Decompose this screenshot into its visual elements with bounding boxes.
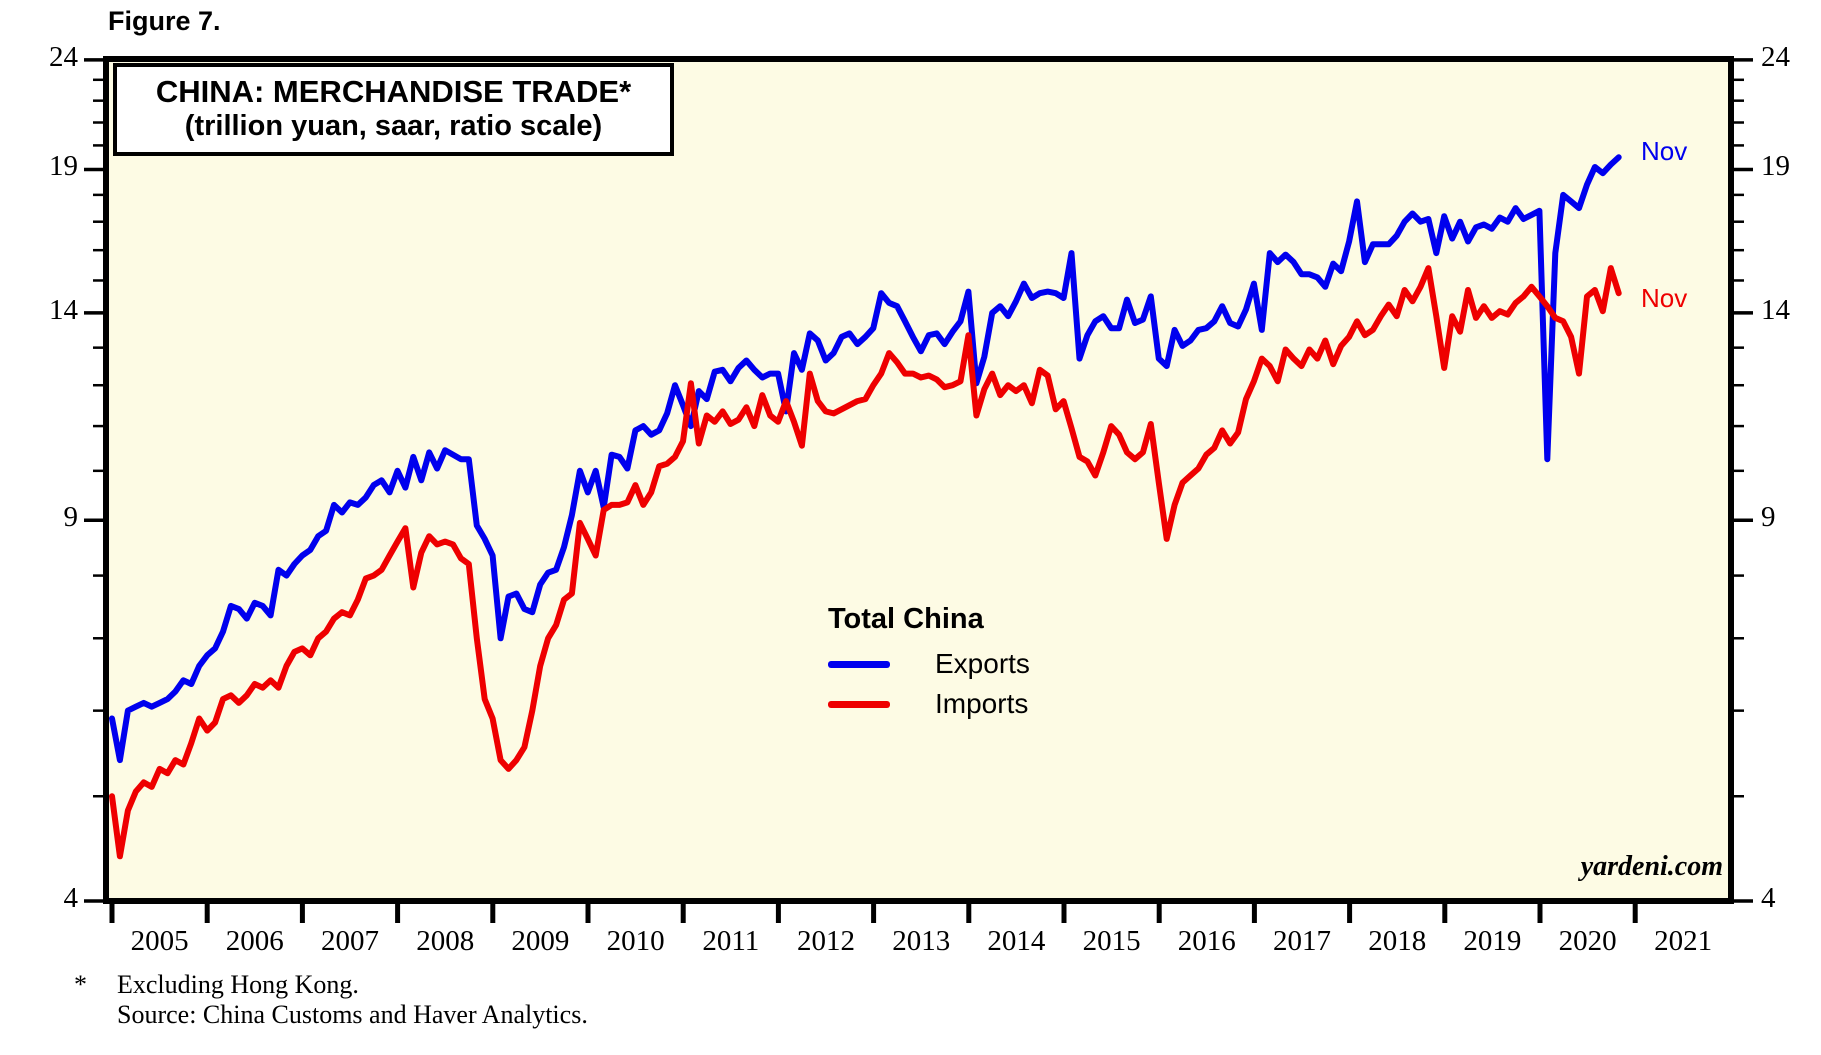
- y-axis-label-left-4: 4: [63, 882, 79, 914]
- legend-item-exports: Exports: [828, 644, 1030, 684]
- imports-line-swatch: [828, 700, 890, 708]
- chart-title: CHINA: MERCHANDISE TRADE*: [155, 74, 632, 109]
- x-axis-label-2015: 2015: [1082, 925, 1141, 957]
- x-axis-label-2010: 2010: [606, 925, 665, 957]
- plot-frame: [103, 56, 1734, 904]
- y-axis-label-right-4: 4: [1761, 882, 1776, 914]
- legend-label-exports: Exports: [935, 648, 1030, 679]
- x-axis-label-2005: 2005: [130, 925, 189, 957]
- footnote-marker: *: [74, 970, 87, 999]
- y-axis-label-left-9: 9: [63, 501, 79, 534]
- x-axis-label-2016: 2016: [1177, 925, 1236, 957]
- chart-title-box: CHINA: MERCHANDISE TRADE* (trillion yuan…: [113, 63, 674, 156]
- footnote-line1: Excluding Hong Kong.: [117, 970, 359, 999]
- y-axis-label-left-24: 24: [49, 40, 78, 73]
- y-axis-label-right-14: 14: [1761, 293, 1790, 326]
- x-axis-label-2008: 2008: [416, 925, 475, 957]
- x-axis-label-2009: 2009: [511, 925, 570, 957]
- y-axis-label-right-9: 9: [1761, 501, 1776, 534]
- exports-line-swatch: [828, 660, 890, 668]
- imports-line: [109, 265, 1622, 860]
- chart-subtitle: (trillion yuan, saar, ratio scale): [184, 110, 603, 142]
- x-axis-label-2019: 2019: [1463, 925, 1522, 957]
- x-axis-label-2014: 2014: [987, 925, 1046, 957]
- x-axis-label-2011: 2011: [702, 925, 760, 957]
- figure-label: Figure 7.: [108, 6, 221, 36]
- x-axis-label-2006: 2006: [225, 925, 284, 957]
- footnote: * Excluding Hong Kong. Source: China Cus…: [74, 970, 588, 1030]
- y-axis-label-right-24: 24: [1761, 40, 1790, 73]
- x-axis-label-2018: 2018: [1368, 925, 1427, 957]
- x-axis-label-2021: 2021: [1654, 925, 1713, 957]
- y-axis-label-right-19: 19: [1761, 150, 1790, 183]
- x-axis-label-2007: 2007: [321, 925, 379, 957]
- legend-label-imports: Imports: [935, 688, 1029, 719]
- legend-title: Total China: [828, 603, 984, 635]
- x-axis-label-2013: 2013: [892, 925, 951, 957]
- exports-line: [109, 154, 1622, 764]
- y-axis-label-left-14: 14: [49, 293, 78, 326]
- footnote-line2: Source: China Customs and Haver Analytic…: [117, 1000, 588, 1029]
- plot-background: [106, 59, 1731, 901]
- legend: Total China Exports Imports: [828, 603, 1030, 724]
- watermark: yardeni.com: [1580, 851, 1723, 882]
- y-axis-label-left-19: 19: [49, 150, 78, 183]
- x-axis-label-2017: 2017: [1273, 925, 1331, 957]
- x-axis-label-2012: 2012: [797, 925, 855, 957]
- x-axis-label-2020: 2020: [1558, 925, 1617, 957]
- legend-item-imports: Imports: [828, 684, 1030, 724]
- exports-end-label: Nov: [1641, 136, 1688, 166]
- imports-end-label: Nov: [1641, 283, 1688, 313]
